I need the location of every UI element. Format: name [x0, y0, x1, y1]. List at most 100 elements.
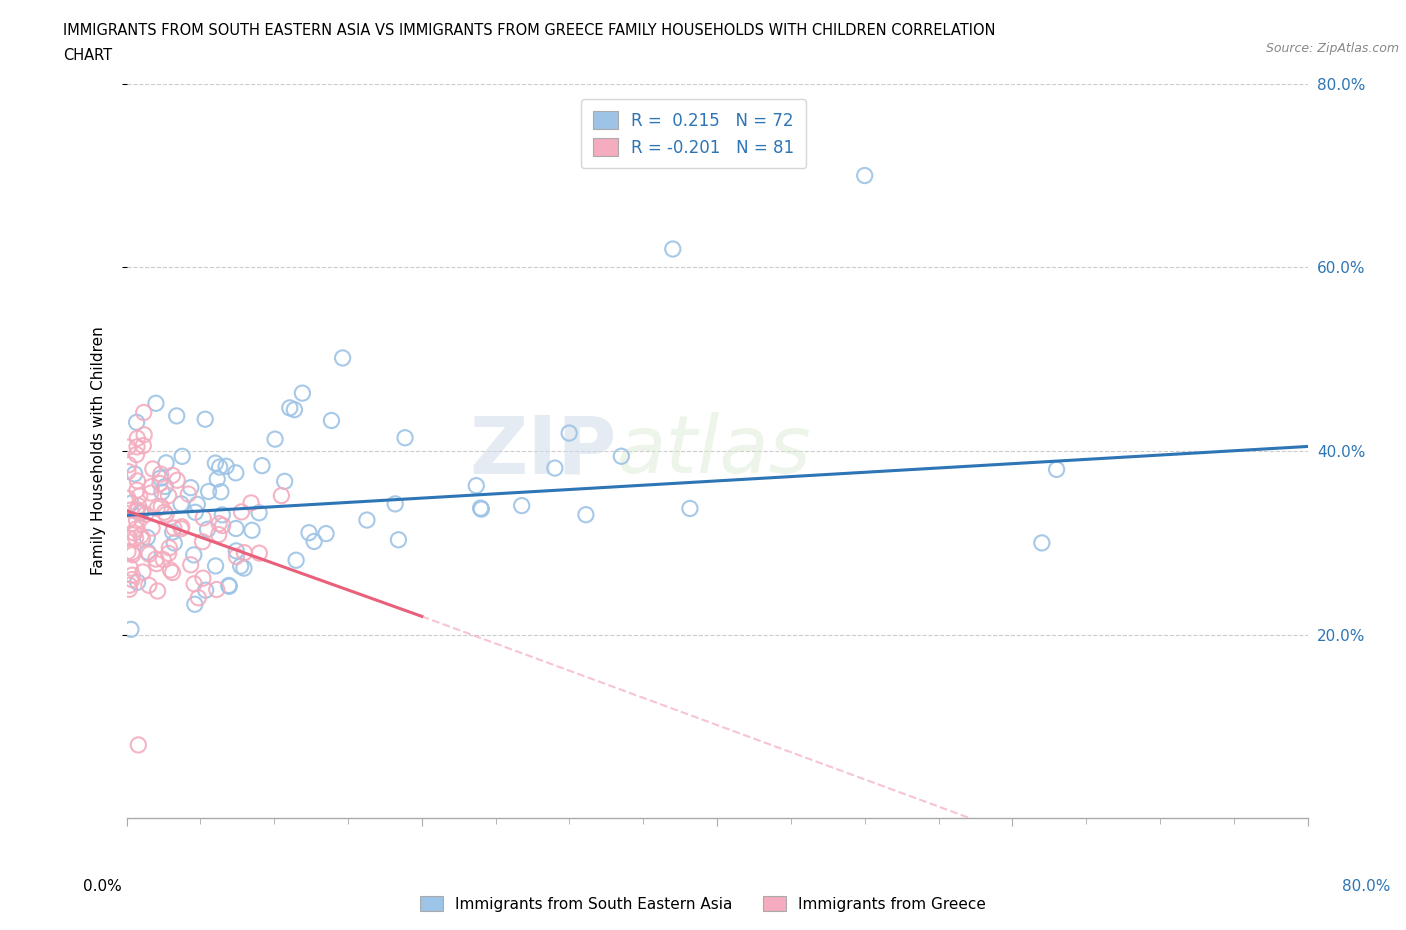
Point: [128, 488, 150, 503]
Point: [205, 582, 228, 597]
Point: [610, 449, 633, 464]
Point: [120, 622, 142, 637]
Point: [332, 351, 354, 365]
Point: [136, 530, 159, 545]
Point: [170, 497, 193, 512]
Point: [121, 567, 143, 582]
Point: [207, 472, 229, 486]
Text: IMMIGRANTS FROM SOUTH EASTERN ASIA VS IMMIGRANTS FROM GREECE FAMILY HOUSEHOLDS W: IMMIGRANTS FROM SOUTH EASTERN ASIA VS IM…: [63, 23, 995, 38]
Point: [117, 491, 139, 506]
Point: [170, 522, 193, 537]
Point: [270, 488, 292, 503]
Point: [162, 565, 184, 580]
Point: [118, 512, 141, 527]
Point: [117, 440, 139, 455]
Point: [153, 479, 176, 494]
Point: [240, 523, 263, 538]
Point: [250, 458, 273, 473]
Point: [315, 526, 337, 541]
Point: [225, 521, 247, 536]
Point: [264, 432, 287, 446]
Point: [356, 512, 378, 527]
Point: [141, 521, 163, 536]
Point: [233, 545, 256, 560]
Point: [124, 525, 146, 540]
Point: [208, 459, 231, 474]
Point: [145, 396, 167, 411]
Point: [127, 737, 149, 752]
Point: [166, 472, 188, 487]
Point: [211, 508, 233, 523]
Point: [145, 551, 167, 566]
Point: [129, 504, 152, 519]
Point: [149, 467, 172, 482]
Point: [163, 536, 186, 551]
Point: [184, 597, 207, 612]
Point: [132, 565, 155, 579]
Point: [204, 559, 226, 574]
Point: [187, 591, 209, 605]
Point: [146, 501, 169, 516]
Point: [162, 468, 184, 483]
Point: [211, 518, 233, 533]
Point: [155, 456, 177, 471]
Point: [139, 485, 162, 500]
Point: [470, 501, 492, 516]
Point: [138, 578, 160, 592]
Point: [117, 544, 139, 559]
Point: [197, 522, 219, 537]
Point: [132, 405, 155, 420]
Point: [215, 458, 238, 473]
Point: [321, 413, 343, 428]
Point: [141, 479, 163, 494]
Point: [145, 556, 167, 571]
Point: [127, 431, 149, 445]
Point: [128, 498, 150, 513]
Point: [125, 513, 148, 528]
Point: [231, 504, 253, 519]
Point: [225, 465, 247, 480]
Point: [183, 548, 205, 563]
Point: [121, 547, 143, 562]
Point: [118, 458, 141, 472]
Point: [125, 504, 148, 519]
Point: [172, 449, 194, 464]
Point: [191, 534, 214, 549]
Point: [127, 473, 149, 488]
Point: [465, 478, 488, 493]
Y-axis label: Family Households with Children: Family Households with Children: [91, 326, 105, 576]
Point: [162, 525, 184, 539]
Text: CHART: CHART: [63, 48, 112, 63]
Point: [247, 505, 270, 520]
Point: [853, 168, 876, 183]
Point: [117, 464, 139, 479]
Point: [191, 571, 214, 586]
Point: [150, 499, 173, 514]
Point: [149, 471, 172, 485]
Point: [218, 578, 240, 593]
Point: [208, 527, 231, 542]
Point: [1046, 462, 1069, 477]
Point: [118, 531, 141, 546]
Point: [155, 507, 177, 522]
Point: [166, 408, 188, 423]
Point: [285, 552, 308, 567]
Point: [218, 578, 240, 593]
Point: [208, 516, 231, 531]
Point: [135, 507, 157, 522]
Legend: Immigrants from South Eastern Asia, Immigrants from Greece: Immigrants from South Eastern Asia, Immi…: [413, 889, 993, 918]
Text: Source: ZipAtlas.com: Source: ZipAtlas.com: [1265, 42, 1399, 55]
Point: [132, 438, 155, 453]
Point: [152, 552, 174, 567]
Point: [146, 584, 169, 599]
Point: [194, 412, 217, 427]
Text: 80.0%: 80.0%: [1343, 879, 1391, 894]
Point: [679, 501, 702, 516]
Point: [125, 483, 148, 498]
Point: [125, 447, 148, 462]
Text: ZIP: ZIP: [470, 412, 617, 490]
Point: [197, 484, 219, 498]
Point: [298, 525, 321, 540]
Point: [387, 532, 409, 547]
Point: [159, 563, 181, 578]
